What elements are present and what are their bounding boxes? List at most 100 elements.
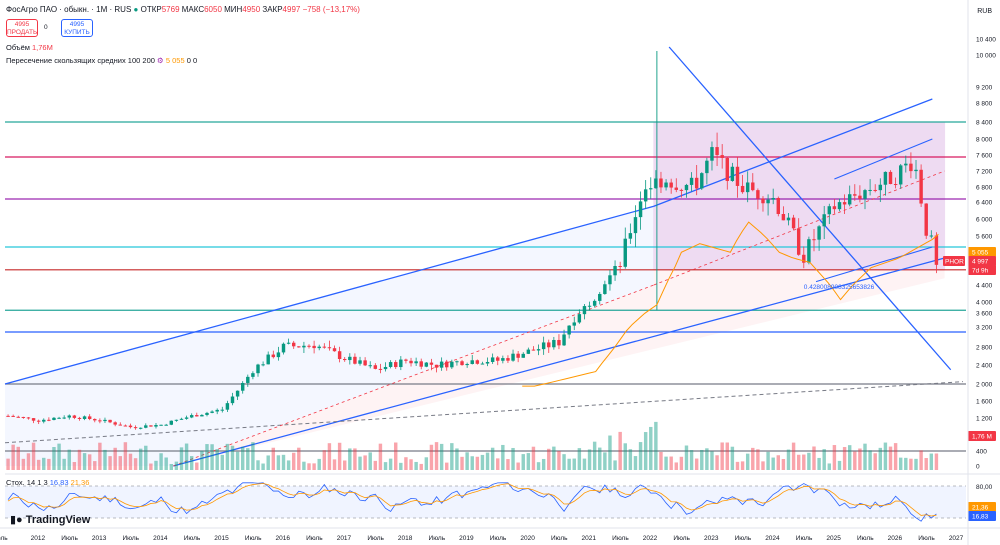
close-price-tag: 4 997 — [972, 259, 989, 266]
volume-bar — [735, 461, 740, 470]
candle-body — [480, 363, 485, 365]
price-axis-label: 3 200 — [976, 325, 993, 332]
status-dot-icon: ● — [133, 5, 139, 14]
open-label: ОТКР — [140, 5, 162, 14]
volume-bar — [725, 442, 729, 470]
candle-body — [740, 185, 745, 193]
ma-settings-icon[interactable]: ⚙ — [157, 56, 164, 65]
candle-body — [179, 418, 184, 420]
volume-bar — [858, 448, 862, 470]
candle-body — [756, 190, 760, 199]
candle-body — [36, 420, 41, 422]
fib-annotation: 0.428008908325653826 — [804, 284, 875, 291]
ma-cross-legend[interactable]: Пересечение скользящих средних 100 200 ⚙… — [6, 56, 197, 65]
price-axis-label: 6 000 — [976, 217, 993, 224]
volume-bar — [562, 454, 566, 470]
volume-bar — [256, 460, 260, 470]
price-axis-label: 2 400 — [976, 363, 993, 370]
volume-bar — [200, 450, 204, 470]
volume-bar — [730, 446, 735, 470]
candle-body — [108, 419, 112, 423]
buy-button[interactable]: 4995 КУПИТЬ — [61, 19, 93, 37]
time-axis-label: 2027 — [949, 535, 964, 542]
open-value: 5769 — [161, 5, 180, 14]
candle-body — [455, 361, 459, 363]
logo-text: TradingView — [25, 514, 91, 526]
currency-label[interactable]: RUB — [977, 8, 992, 15]
candle-body — [557, 339, 561, 346]
time-axis-label: 2014 — [153, 535, 168, 542]
volume-bar — [72, 462, 77, 470]
candle-body — [327, 347, 332, 349]
candle-body — [312, 345, 316, 349]
volume-bar — [353, 448, 357, 470]
stoch-d-line — [7, 483, 937, 517]
volume-bar — [103, 449, 107, 470]
low-value: 4950 — [242, 5, 261, 14]
volume-bar — [465, 452, 469, 470]
volume-bar — [802, 454, 806, 470]
volume-bar — [394, 442, 398, 470]
candle-body — [11, 415, 15, 417]
candle-body — [521, 353, 525, 358]
volume-bar — [388, 458, 393, 470]
candle-body — [399, 359, 403, 368]
volume-bar — [11, 444, 15, 470]
volume-bar — [613, 460, 617, 470]
candle-body — [582, 306, 587, 315]
volume-bar — [429, 444, 434, 470]
volume-indicator-legend[interactable]: Объём 1,76M — [6, 43, 53, 52]
candle-body — [256, 364, 260, 374]
volume-bar — [847, 445, 852, 470]
volume-bar — [893, 443, 898, 470]
volume-bar — [649, 426, 653, 470]
close-label: ЗАКР — [262, 5, 283, 14]
volume-bar — [286, 460, 291, 470]
stoch-axis-80: 80,00 — [976, 484, 993, 491]
volume-bar — [179, 447, 184, 470]
sell-label: ПРОДАТЬ — [7, 29, 38, 36]
candle-body — [154, 425, 158, 427]
volume-bar — [337, 442, 342, 470]
time-axis-label: Июль — [122, 535, 139, 542]
volume-bar — [919, 450, 923, 470]
volume-bar — [751, 447, 755, 470]
candle-body — [424, 362, 429, 367]
volume-bar — [327, 443, 332, 470]
volume-bar — [740, 461, 745, 470]
price-axis-label: 7 200 — [976, 169, 993, 176]
price-axis-label: 10 000 — [976, 53, 996, 60]
stoch-k-line — [7, 482, 937, 522]
volume-bar — [781, 458, 786, 470]
stoch-tag-k-bg — [968, 502, 996, 512]
candle-body — [118, 424, 122, 426]
time-axis-label: оль — [0, 535, 8, 542]
candle-body — [286, 342, 291, 344]
pitch-median-ext — [653, 170, 945, 286]
stoch-label: Стох. 14 1 3 — [6, 478, 48, 487]
candle-body — [297, 346, 301, 348]
stoch-legend[interactable]: Стох. 14 1 3 16,83 21,36 — [6, 478, 89, 487]
candle-body — [725, 157, 729, 181]
candle-body — [827, 206, 832, 215]
candle-body — [332, 348, 337, 352]
candle-body — [863, 190, 867, 199]
volume-bar — [87, 454, 92, 470]
volume-bar — [164, 457, 168, 470]
candle-body — [603, 284, 607, 294]
candle-body — [307, 345, 311, 347]
stoch-tag-d-bg — [968, 511, 996, 521]
volume-bar — [174, 461, 179, 470]
symbol-title[interactable]: ФосАгро ПАО · обыкн. · 1М · RUS — [6, 5, 132, 14]
sell-button[interactable]: 4995 ПРОДАТЬ — [6, 19, 38, 37]
candle-body — [898, 165, 903, 185]
ma-value: 5 055 — [165, 56, 185, 65]
candle-body — [592, 300, 597, 306]
volume-bar — [302, 461, 306, 470]
candle-body — [689, 177, 694, 185]
candle-body — [128, 425, 133, 428]
candle-body — [271, 354, 276, 358]
candle-body — [786, 217, 791, 221]
volume-bar — [929, 453, 934, 470]
